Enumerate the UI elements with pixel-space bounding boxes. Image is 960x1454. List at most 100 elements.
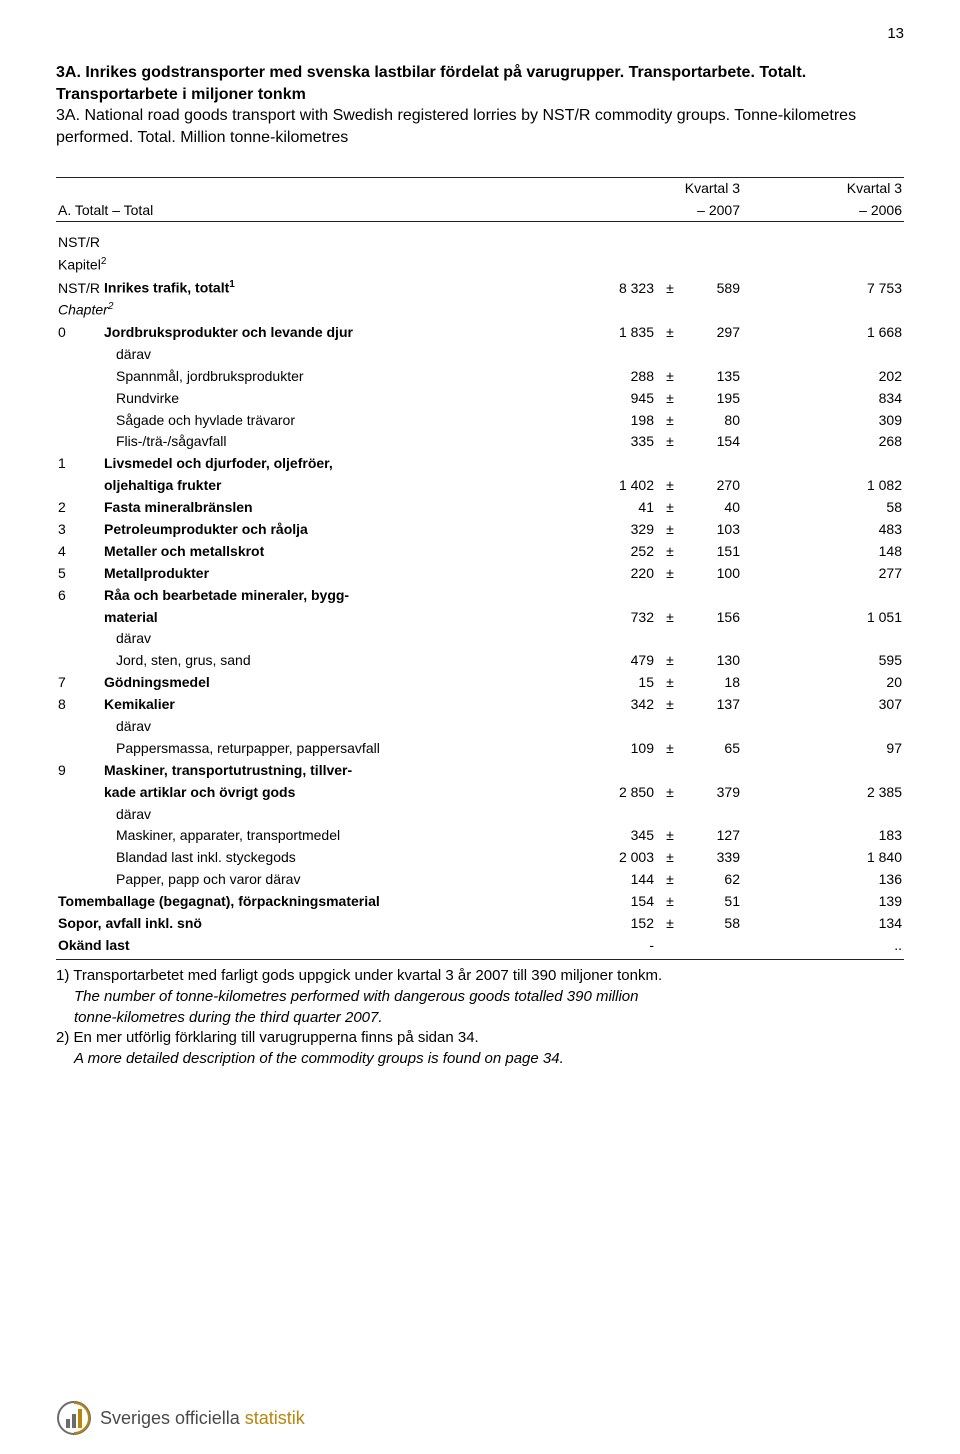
row-prev: 268 bbox=[832, 431, 904, 453]
table-row: 6Råa och bearbetade mineraler, bygg- bbox=[56, 584, 904, 606]
table-row: Sågade och hyvlade trävaror198±80309 bbox=[56, 409, 904, 431]
row-code: 2 bbox=[56, 497, 102, 519]
row-err: 127 bbox=[684, 825, 742, 847]
header-row-2: A. Totalt – Total – 2007 – 2006 bbox=[56, 200, 904, 222]
table-row: Spannmål, jordbruksprodukter288±135202 bbox=[56, 365, 904, 387]
row-code: 1 bbox=[56, 453, 102, 475]
table-row: därav bbox=[56, 628, 904, 650]
row-err: 151 bbox=[684, 540, 742, 562]
row-label: Maskiner, apparater, transportmedel bbox=[102, 825, 586, 847]
row-label: Råa och bearbetade mineraler, bygg- bbox=[102, 584, 586, 606]
row-code bbox=[56, 781, 102, 803]
row-err bbox=[684, 934, 742, 956]
row-label: Petroleumprodukter och råolja bbox=[102, 518, 586, 540]
table-row: Maskiner, apparater, transportmedel345±1… bbox=[56, 825, 904, 847]
title-swedish: 3A. Inrikes godstransporter med svenska … bbox=[56, 62, 904, 105]
row-code bbox=[56, 387, 102, 409]
row-value: 2 003 bbox=[586, 847, 656, 869]
kapitel-label: Kapitel2 bbox=[56, 254, 586, 277]
table-row: Okänd last-.. bbox=[56, 934, 904, 956]
row-prev: 2 385 bbox=[832, 781, 904, 803]
table-row: Tomemballage (begagnat), förpackningsmat… bbox=[56, 891, 904, 913]
footnote-line: 2) En mer utförlig förklaring till varug… bbox=[56, 1028, 904, 1049]
row-code: 8 bbox=[56, 694, 102, 716]
row-value: 342 bbox=[586, 694, 656, 716]
row-label: oljehaltiga frukter bbox=[102, 475, 586, 497]
row-value: 8 323 bbox=[586, 276, 656, 299]
row-value bbox=[586, 453, 656, 475]
table-row: Pappersmassa, returpapper, pappersavfall… bbox=[56, 737, 904, 759]
row-pm: ± bbox=[656, 387, 684, 409]
table-row: därav bbox=[56, 715, 904, 737]
table-row: 3Petroleumprodukter och råolja329±103483 bbox=[56, 518, 904, 540]
footnotes: 1) Transportarbetet med farligt gods upp… bbox=[56, 966, 904, 1069]
row-code bbox=[56, 737, 102, 759]
table-row: Sopor, avfall inkl. snö152±58134 bbox=[56, 912, 904, 934]
row-code bbox=[56, 365, 102, 387]
row-label: Livsmedel och djurfoder, oljefröer, bbox=[102, 453, 586, 475]
table-row: 7Gödningsmedel15±1820 bbox=[56, 672, 904, 694]
row-code bbox=[56, 343, 102, 365]
row-label: Jordbruksprodukter och levande djur bbox=[102, 321, 586, 343]
row-pm: ± bbox=[656, 540, 684, 562]
row-value: 1 835 bbox=[586, 321, 656, 343]
preamble-nstr: NST/R bbox=[56, 232, 904, 254]
header-row-1: Kvartal 3 Kvartal 3 bbox=[56, 178, 904, 200]
row-value: 329 bbox=[586, 518, 656, 540]
row-err: 100 bbox=[684, 562, 742, 584]
row-prev bbox=[832, 759, 904, 781]
row-label: Sågade och hyvlade trävaror bbox=[102, 409, 586, 431]
row-pm: ± bbox=[656, 869, 684, 891]
row-label: Fasta mineralbränslen bbox=[102, 497, 586, 519]
row-pm: ± bbox=[656, 562, 684, 584]
title-block: 3A. Inrikes godstransporter med svenska … bbox=[56, 62, 904, 148]
row-code: 4 bbox=[56, 540, 102, 562]
footnote-line: 1) Transportarbetet med farligt gods upp… bbox=[56, 966, 904, 987]
footnote-line: The number of tonne-kilometres performed… bbox=[56, 987, 904, 1008]
row-value: 288 bbox=[586, 365, 656, 387]
row-err: 154 bbox=[684, 431, 742, 453]
row-prev: 148 bbox=[832, 540, 904, 562]
row-pm: ± bbox=[656, 891, 684, 913]
table-row: 5Metallprodukter220±100277 bbox=[56, 562, 904, 584]
row-value: 154 bbox=[586, 891, 656, 913]
row-label: Gödningsmedel bbox=[102, 672, 586, 694]
row-prev: 483 bbox=[832, 518, 904, 540]
row-prev: 307 bbox=[832, 694, 904, 716]
table-row: Blandad last inkl. styckegods2 003±3391 … bbox=[56, 847, 904, 869]
footer-text-black: Sveriges officiella bbox=[100, 1408, 245, 1428]
footnote-line: A more detailed description of the commo… bbox=[56, 1049, 904, 1070]
row-prev: 277 bbox=[832, 562, 904, 584]
row-err: 297 bbox=[684, 321, 742, 343]
row-label: Metallprodukter bbox=[102, 562, 586, 584]
row-label: Maskiner, transportutrustning, tillver- bbox=[102, 759, 586, 781]
row-pm bbox=[656, 453, 684, 475]
table-row: Jord, sten, grus, sand479±130595 bbox=[56, 650, 904, 672]
row-err: 589 bbox=[684, 276, 742, 299]
row-label: Tomemballage (begagnat), förpackningsmat… bbox=[56, 891, 586, 913]
row-err bbox=[684, 715, 742, 737]
row-pm: ± bbox=[656, 781, 684, 803]
row-value bbox=[586, 628, 656, 650]
row-code: 9 bbox=[56, 759, 102, 781]
row-value: 15 bbox=[586, 672, 656, 694]
row-prev: 7 753 bbox=[832, 276, 904, 299]
row-pm: ± bbox=[656, 694, 684, 716]
row-pm: ± bbox=[656, 497, 684, 519]
row-pm: ± bbox=[656, 650, 684, 672]
row-label: Spannmål, jordbruksprodukter bbox=[102, 365, 586, 387]
row-side-label: NST/R bbox=[56, 276, 102, 299]
row-err: 156 bbox=[684, 606, 742, 628]
footer-logo: Sveriges officiella statistik bbox=[56, 1400, 305, 1436]
row-value bbox=[586, 584, 656, 606]
table-row: kade artiklar och övrigt gods2 850±3792 … bbox=[56, 781, 904, 803]
row-code bbox=[56, 431, 102, 453]
title-english: 3A. National road goods transport with S… bbox=[56, 105, 904, 148]
row-value bbox=[586, 715, 656, 737]
total-row-label: A. Totalt – Total bbox=[56, 200, 586, 222]
row-code bbox=[56, 869, 102, 891]
row-label: därav bbox=[102, 628, 586, 650]
table-row: 2Fasta mineralbränslen41±4058 bbox=[56, 497, 904, 519]
chapter-label: Chapter2 bbox=[56, 299, 586, 322]
row-code bbox=[56, 847, 102, 869]
